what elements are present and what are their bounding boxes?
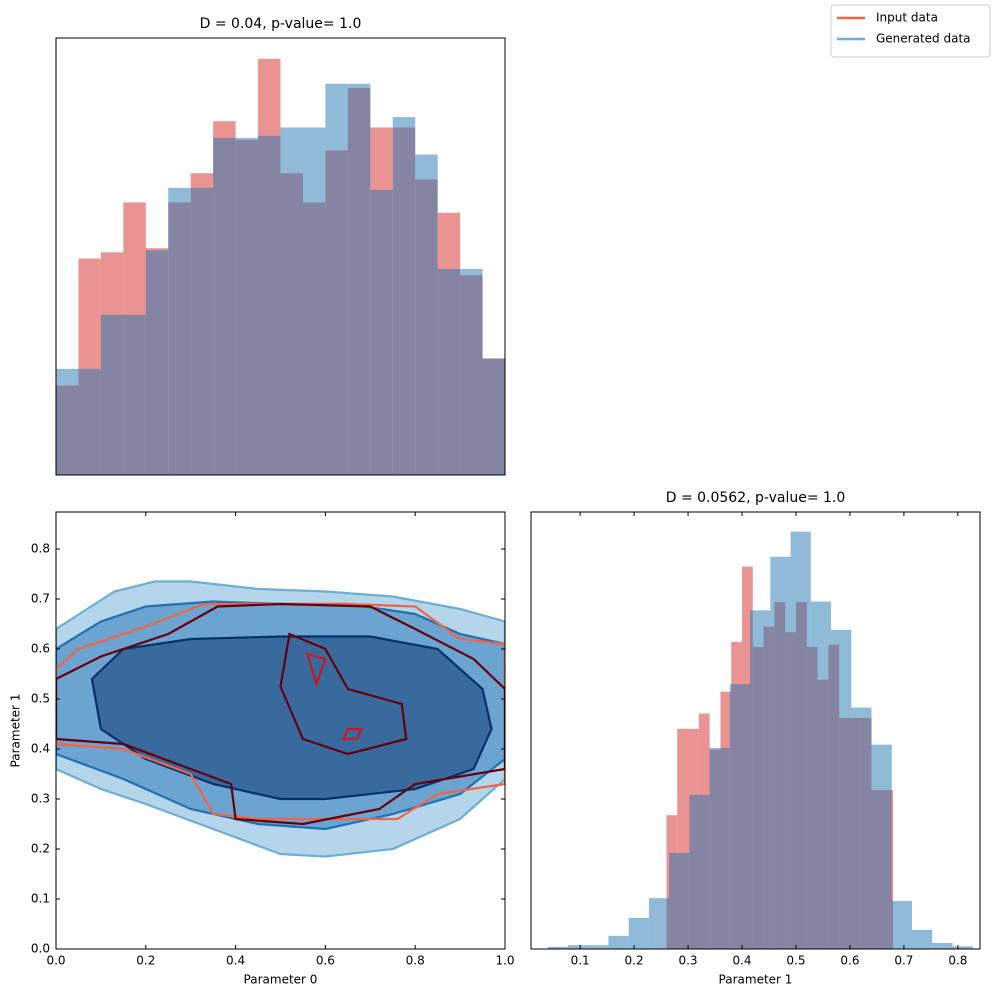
histogram-bar: [100, 314, 124, 475]
y-tick-label: 0.3: [31, 792, 50, 806]
histogram-bar: [78, 368, 101, 475]
x-tick-label: 0.4: [732, 954, 751, 968]
histogram-bar: [258, 135, 281, 475]
histogram-bar: [932, 942, 953, 949]
panel-title: D = 0.0562, p-value= 1.0: [666, 490, 846, 506]
histogram-bar: [567, 945, 589, 949]
histogram-bar: [302, 127, 326, 475]
histogram-bar: [669, 852, 690, 949]
axes-frame: [530, 511, 981, 950]
histogram-bar: [952, 946, 973, 949]
histogram-bar: [415, 154, 438, 475]
histogram-bar: [790, 531, 811, 949]
histogram-bar: [831, 629, 852, 949]
y-tick-label: 0.7: [31, 592, 50, 606]
y-tick-label: 0.0: [31, 942, 50, 956]
histogram-bar: [325, 83, 348, 475]
x-tick-label: 0.5: [786, 954, 805, 968]
histogram-bar: [851, 707, 872, 949]
x-tick-label: 0.8: [948, 954, 967, 968]
x-tick-label: 1.0: [495, 954, 514, 968]
x-tick-label: 0.6: [840, 954, 859, 968]
histogram-bar: [280, 127, 303, 475]
panel-title: D = 0.04, p-value= 1.0: [200, 16, 362, 32]
histogram-bar: [608, 935, 629, 949]
x-tick-label: 0.6: [316, 954, 335, 968]
density-contour-line: [341, 727, 364, 741]
x-tick-label: 0.1: [571, 954, 590, 968]
x-tick-label: 0.0: [46, 954, 65, 968]
legend-label: Input data: [876, 11, 938, 25]
histogram-bar: [460, 268, 483, 475]
y-tick-label: 0.6: [31, 642, 50, 656]
y-tick-label: 0.4: [31, 742, 50, 756]
histogram-bar: [588, 945, 609, 949]
plot-area: [547, 531, 973, 949]
histogram-bar: [628, 917, 649, 949]
histogram-bar: [912, 929, 933, 949]
histogram-bar: [547, 946, 568, 949]
histogram-bar: [871, 744, 892, 949]
histogram-bar: [370, 189, 393, 475]
histogram-bar: [770, 556, 791, 949]
x-tick-label: 0.8: [406, 954, 425, 968]
axes-frame: [55, 37, 506, 476]
histogram-bar: [168, 187, 191, 475]
legend-label: Generated data: [876, 32, 971, 46]
histogram-bar: [677, 728, 689, 949]
histogram-bar: [437, 268, 461, 475]
y-tick-label: 0.5: [31, 692, 50, 706]
x-tick-label: 0.3: [678, 954, 697, 968]
histogram-bar: [482, 358, 505, 475]
histogram-bar: [190, 187, 214, 475]
histogram-bar: [56, 368, 79, 475]
x-tick-label: 0.2: [136, 954, 155, 968]
plot-area: [56, 580, 505, 858]
histogram-bar: [648, 898, 670, 949]
histogram-bar: [213, 137, 236, 475]
histogram-bar: [709, 747, 730, 949]
histogram-bar: [729, 684, 751, 949]
histogram-bar: [750, 610, 771, 949]
histogram-bar: [235, 137, 259, 475]
x-axis-label: Parameter 0: [244, 973, 318, 987]
plot-area: [56, 58, 505, 475]
y-tick-label: 0.2: [31, 842, 50, 856]
histogram-bar: [810, 601, 832, 949]
y-axis-label: Parameter 1: [9, 694, 23, 768]
histogram-bar: [123, 314, 146, 475]
density-contour-line: [56, 602, 505, 826]
density-contour-line: [279, 632, 408, 756]
x-tick-label: 0.2: [625, 954, 644, 968]
histogram-bar: [145, 250, 169, 475]
histogram-bar: [891, 900, 913, 949]
histogram-bar: [347, 83, 371, 475]
axes-frame: [55, 511, 506, 950]
y-tick-label: 0.1: [31, 892, 50, 906]
legend-box: [830, 4, 991, 58]
density-contour-line: [305, 652, 327, 688]
x-tick-label: 0.4: [226, 954, 245, 968]
x-tick-label: 0.7: [894, 954, 913, 968]
histogram-bar: [392, 117, 416, 475]
x-axis-label: Parameter 1: [719, 973, 793, 987]
histogram-bar: [689, 794, 710, 949]
density-contour-fill: [90, 635, 493, 801]
density-contour-line: [56, 602, 505, 821]
y-tick-label: 0.8: [31, 542, 50, 556]
